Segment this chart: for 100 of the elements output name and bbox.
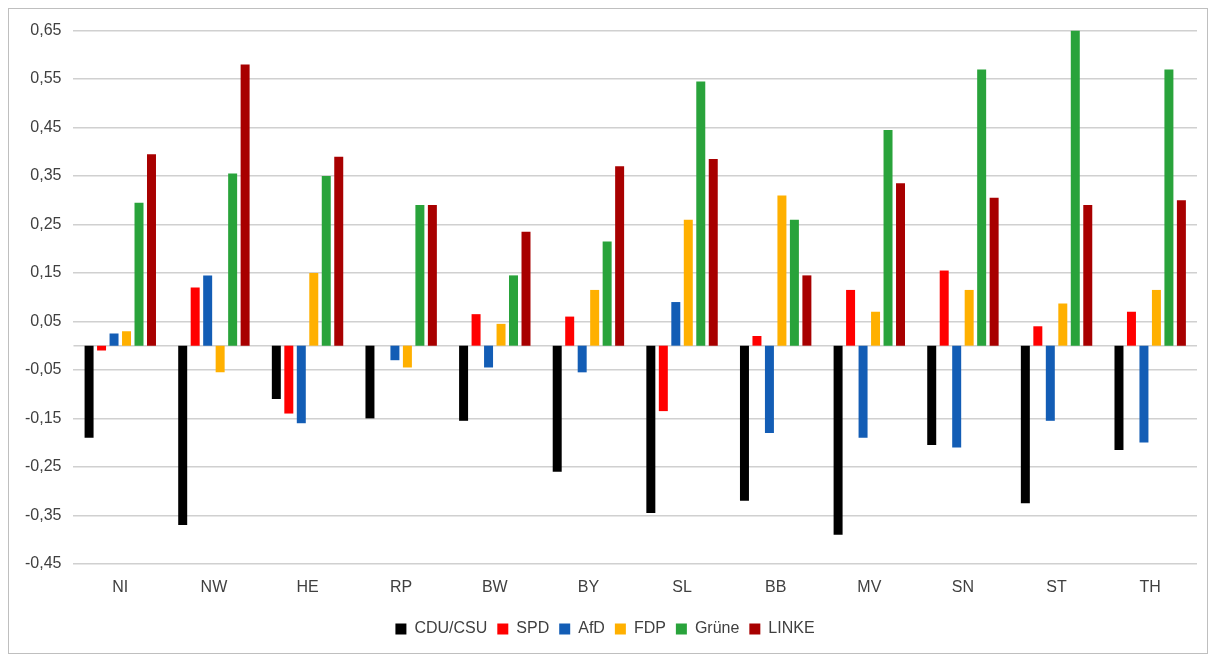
y-tick-label: 0,45 bbox=[30, 117, 62, 135]
x-tick-label: HE bbox=[296, 577, 319, 595]
bar bbox=[1045, 345, 1055, 421]
bar bbox=[658, 345, 668, 412]
bar bbox=[858, 345, 868, 438]
bar bbox=[427, 205, 437, 346]
bar bbox=[415, 205, 425, 346]
y-tick-label: -0,15 bbox=[25, 408, 62, 426]
bar bbox=[777, 195, 787, 346]
bar bbox=[390, 345, 400, 361]
x-tick-label: ST bbox=[1046, 577, 1067, 595]
y-tick-label: 0,65 bbox=[30, 21, 62, 39]
bar bbox=[1058, 303, 1068, 346]
bar bbox=[471, 314, 481, 346]
bar bbox=[190, 287, 200, 346]
bar bbox=[1139, 345, 1149, 443]
bar bbox=[122, 331, 132, 346]
bar bbox=[977, 69, 987, 346]
bar bbox=[228, 173, 238, 346]
x-tick-label: MV bbox=[857, 577, 882, 595]
bar bbox=[321, 176, 331, 346]
legend-label: SPD bbox=[516, 619, 550, 637]
bar bbox=[927, 345, 937, 446]
bar bbox=[1151, 289, 1161, 346]
bar bbox=[577, 345, 587, 373]
bar bbox=[552, 345, 562, 472]
bar bbox=[459, 345, 469, 421]
bar bbox=[615, 166, 625, 346]
bar bbox=[871, 311, 881, 346]
bar bbox=[646, 345, 656, 513]
legend-label: LINKE bbox=[768, 619, 815, 637]
legend-label: Grüne bbox=[694, 619, 740, 637]
bar bbox=[496, 323, 506, 346]
legend-label: FDP bbox=[633, 619, 666, 637]
x-tick-label: TH bbox=[1139, 577, 1161, 595]
bar bbox=[1020, 345, 1030, 504]
bar bbox=[590, 289, 600, 346]
bar bbox=[484, 345, 494, 368]
bar bbox=[215, 345, 225, 373]
bar bbox=[1126, 311, 1136, 346]
bar bbox=[602, 241, 612, 346]
y-tick-label: 0,05 bbox=[30, 311, 62, 329]
bar bbox=[896, 183, 906, 346]
bar bbox=[309, 272, 319, 346]
bar bbox=[509, 275, 519, 346]
x-tick-label: NW bbox=[200, 577, 229, 595]
y-tick-label: -0,05 bbox=[25, 360, 62, 378]
bar bbox=[708, 159, 718, 346]
bar bbox=[1176, 200, 1186, 346]
bar bbox=[147, 154, 156, 346]
bar bbox=[134, 202, 144, 346]
bar bbox=[240, 64, 250, 346]
bar bbox=[671, 302, 681, 346]
y-tick-label: -0,35 bbox=[25, 505, 62, 523]
x-tick-label: SL bbox=[672, 577, 692, 595]
bar bbox=[883, 129, 893, 346]
x-tick-label: SN bbox=[951, 577, 975, 595]
x-tick-label: BB bbox=[765, 577, 787, 595]
x-tick-label: RP bbox=[390, 577, 413, 595]
bar bbox=[1070, 30, 1080, 346]
bar bbox=[178, 345, 188, 526]
x-tick-label: NI bbox=[112, 577, 129, 595]
bar bbox=[334, 156, 344, 346]
y-tick-label: 0,25 bbox=[30, 214, 62, 232]
bar bbox=[739, 345, 749, 501]
bar bbox=[939, 270, 949, 346]
bar bbox=[296, 345, 306, 424]
bar bbox=[84, 345, 94, 438]
bar bbox=[833, 345, 843, 535]
bar bbox=[789, 219, 799, 346]
bar bbox=[952, 345, 962, 448]
y-tick-label: 0,55 bbox=[30, 69, 62, 87]
y-tick-label: -0,25 bbox=[25, 457, 62, 475]
bar bbox=[365, 345, 375, 419]
bar bbox=[203, 275, 213, 346]
bar bbox=[1033, 326, 1043, 346]
bar bbox=[696, 81, 706, 346]
legend-label: AfD bbox=[578, 619, 605, 637]
legend-label: CDU/CSU bbox=[414, 619, 488, 637]
y-tick-label: -0,45 bbox=[25, 554, 62, 572]
x-tick-label: BY bbox=[577, 577, 600, 595]
bar bbox=[1164, 69, 1174, 346]
bar bbox=[97, 345, 107, 351]
bar bbox=[1114, 345, 1124, 450]
bar bbox=[271, 345, 281, 399]
bar bbox=[764, 345, 774, 433]
bar bbox=[284, 345, 294, 414]
bar bbox=[683, 219, 693, 346]
bar bbox=[752, 335, 762, 346]
bar bbox=[964, 289, 974, 346]
bar bbox=[109, 333, 119, 346]
bar bbox=[846, 289, 856, 346]
bar bbox=[402, 345, 412, 368]
bar bbox=[802, 275, 812, 346]
y-tick-label: 0,15 bbox=[30, 263, 62, 281]
y-tick-label: 0,35 bbox=[30, 166, 62, 184]
bar bbox=[565, 316, 575, 346]
x-tick-label: BW bbox=[481, 577, 509, 595]
bar bbox=[989, 197, 999, 346]
bar bbox=[1083, 205, 1093, 346]
